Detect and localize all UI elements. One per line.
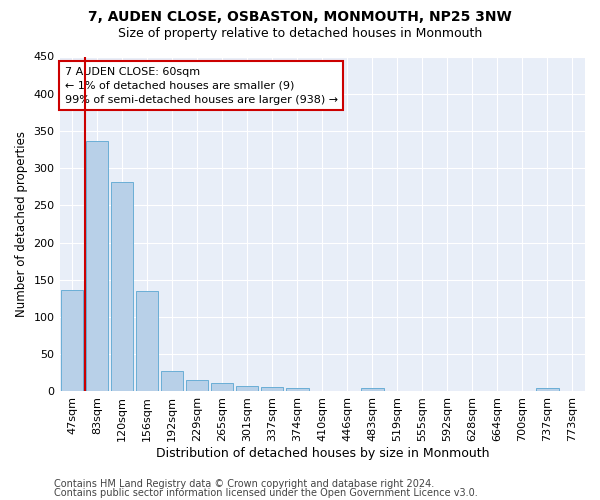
Bar bbox=[86, 142, 109, 392]
Bar bbox=[136, 291, 158, 392]
Bar bbox=[361, 388, 383, 392]
Bar bbox=[286, 388, 308, 392]
Bar bbox=[211, 382, 233, 392]
X-axis label: Distribution of detached houses by size in Monmouth: Distribution of detached houses by size … bbox=[155, 447, 489, 460]
Bar bbox=[111, 182, 133, 392]
Text: 7 AUDEN CLOSE: 60sqm
← 1% of detached houses are smaller (9)
99% of semi-detache: 7 AUDEN CLOSE: 60sqm ← 1% of detached ho… bbox=[65, 66, 338, 104]
Text: Size of property relative to detached houses in Monmouth: Size of property relative to detached ho… bbox=[118, 28, 482, 40]
Y-axis label: Number of detached properties: Number of detached properties bbox=[15, 131, 28, 317]
Text: 7, AUDEN CLOSE, OSBASTON, MONMOUTH, NP25 3NW: 7, AUDEN CLOSE, OSBASTON, MONMOUTH, NP25… bbox=[88, 10, 512, 24]
Bar bbox=[186, 380, 208, 392]
Text: Contains HM Land Registry data © Crown copyright and database right 2024.: Contains HM Land Registry data © Crown c… bbox=[54, 479, 434, 489]
Bar bbox=[236, 386, 259, 392]
Bar bbox=[61, 290, 83, 392]
Text: Contains public sector information licensed under the Open Government Licence v3: Contains public sector information licen… bbox=[54, 488, 478, 498]
Bar bbox=[536, 388, 559, 392]
Bar bbox=[161, 372, 184, 392]
Bar bbox=[261, 387, 283, 392]
